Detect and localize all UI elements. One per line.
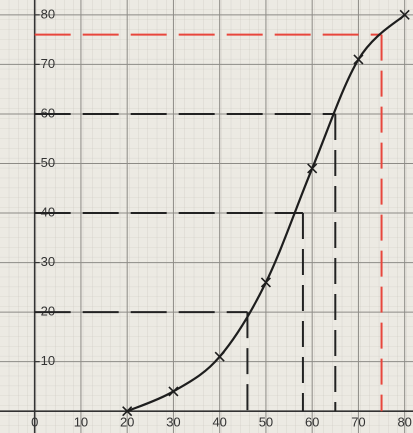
x-tick-label: 30	[166, 415, 180, 430]
x-tick-label: 60	[305, 415, 319, 430]
x-tick-label: 40	[212, 415, 226, 430]
y-tick-label: 50	[41, 155, 55, 170]
x-tick-label: 70	[351, 415, 365, 430]
x-tick-label: 50	[259, 415, 273, 430]
y-tick-label: 40	[41, 204, 55, 219]
x-tick-label: 80	[397, 415, 411, 430]
y-tick-label: 80	[41, 6, 55, 21]
y-tick-label: 10	[41, 353, 55, 368]
y-tick-label: 20	[41, 304, 55, 319]
y-tick-label: 60	[41, 105, 55, 120]
x-tick-label: 20	[120, 415, 134, 430]
point-cross	[399, 9, 410, 20]
y-tick-label: 30	[41, 254, 55, 269]
y-tick-label: 70	[41, 56, 55, 71]
point-cross	[214, 351, 225, 362]
point-cross	[260, 277, 271, 288]
point-cross	[307, 163, 318, 174]
x-tick-label: 0	[31, 415, 38, 430]
point-cross	[353, 54, 364, 65]
x-tick-label: 10	[74, 415, 88, 430]
point-cross	[168, 386, 179, 397]
point-cross	[122, 406, 133, 417]
